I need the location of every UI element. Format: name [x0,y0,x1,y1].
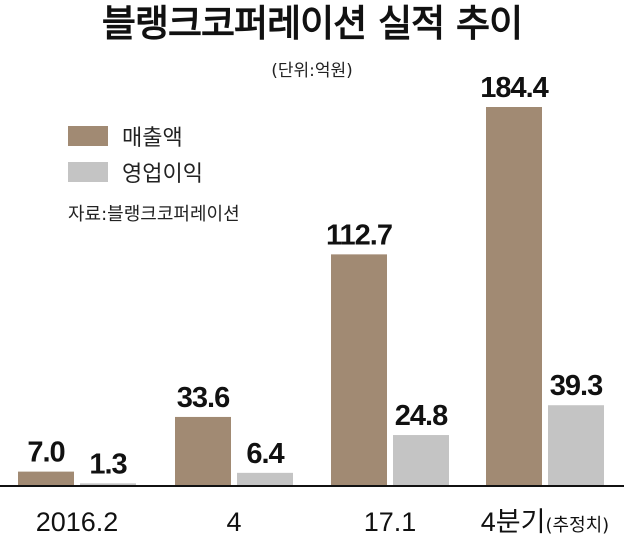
legend-label-revenue: 매출액 [122,126,183,151]
legend-label-operating-profit: 영업이익 [122,162,203,187]
x-tick-label-0: 2016.2 [36,507,119,537]
bar-operating-profit-3 [548,405,604,486]
bar-revenue-1 [175,416,231,486]
data-label-operating-profit-0: 1.3 [89,448,127,480]
bar-revenue-2 [331,254,387,486]
x-tick-label-2: 17.1 [364,507,417,537]
bar-operating-profit-0 [80,483,136,486]
data-label-revenue-1: 33.6 [177,382,230,414]
bar-revenue-3 [486,107,542,486]
source-note: 자료:블랭크코퍼레이션 [68,204,240,225]
bar-operating-profit-1 [237,472,293,486]
bar-operating-profit-2 [393,435,449,486]
legend: 매출액 영업이익 [68,118,203,190]
data-label-revenue-2: 112.7 [326,219,392,251]
x-tick-label-1: 4 [226,507,241,537]
legend-item-revenue: 매출액 [68,118,203,154]
unit-note: (단위:억원) [271,61,353,81]
legend-item-operating-profit: 영업이익 [68,154,203,190]
data-label-revenue-0: 7.0 [27,437,64,469]
legend-swatch-revenue [68,126,108,146]
data-label-operating-profit-1: 6.4 [246,438,284,470]
data-label-operating-profit-2: 24.8 [395,400,448,432]
x-tick-label-3: 4분기(추정치) [481,507,609,537]
chart-title: 블랭크코퍼레이션 실적 추이 [101,2,523,45]
bar-revenue-0 [18,471,74,486]
data-label-operating-profit-3: 39.3 [550,370,603,402]
legend-swatch-operating-profit [68,162,108,182]
data-label-revenue-3: 184.4 [480,72,548,104]
